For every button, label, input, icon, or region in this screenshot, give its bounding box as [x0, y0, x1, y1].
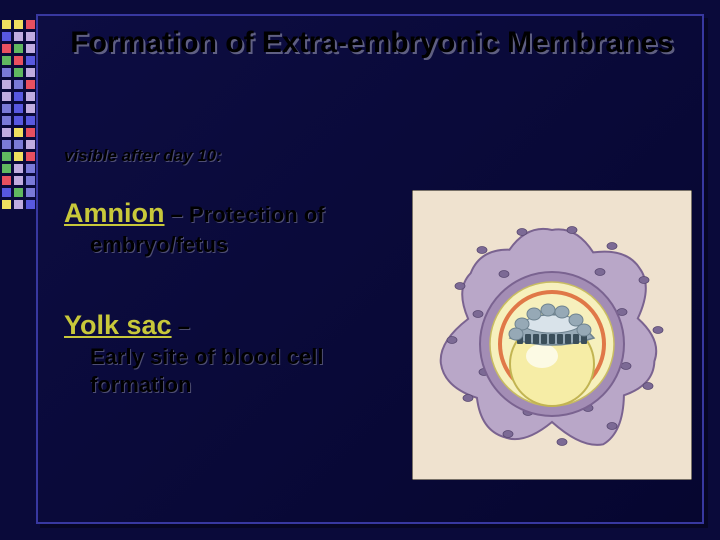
amnion-desc: embryo/fetus: [90, 231, 404, 259]
decorative-squares: [0, 18, 36, 210]
embryo-diagram: [412, 190, 692, 480]
subtitle-text: visible after day 10:: [64, 146, 222, 166]
item-yolk-sac: Yolk sac – Early site of blood cell form…: [64, 310, 404, 398]
yolk-desc: Early site of blood cell formation: [90, 343, 404, 398]
amnion-dash: – Protection of: [165, 202, 325, 227]
title-container: Formation of Extra-embryonic Membranes: [64, 26, 680, 61]
item-amnion: Amnion – Protection of embryo/fetus: [64, 198, 404, 259]
keyword-yolk-sac: Yolk sac: [64, 310, 172, 340]
page-title: Formation of Extra-embryonic Membranes: [64, 26, 680, 61]
keyword-amnion: Amnion: [64, 198, 165, 228]
yolk-dash: –: [172, 314, 190, 339]
